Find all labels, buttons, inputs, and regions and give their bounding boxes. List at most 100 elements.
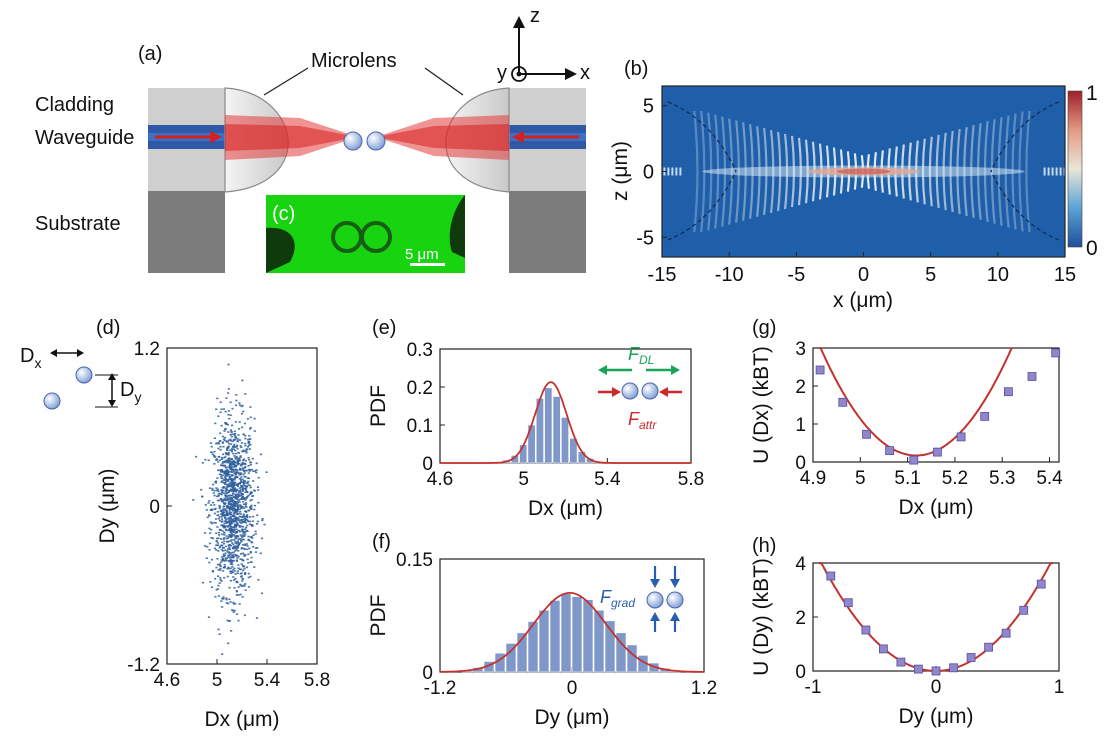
panel-c: (c) 5 μm	[266, 195, 465, 273]
scatter-point	[234, 510, 237, 513]
scatter-point	[250, 556, 253, 559]
scatter-point	[238, 402, 241, 404]
scatter-point	[238, 542, 241, 544]
panel-b-xtick-label: 5	[925, 264, 936, 286]
scatter-point	[240, 516, 243, 519]
scatter-point	[229, 438, 232, 441]
scatter-point	[243, 472, 246, 474]
scatter-point	[250, 508, 253, 510]
scatter-point	[231, 561, 234, 564]
panel-f-bar	[527, 621, 539, 673]
scatter-point	[222, 498, 225, 501]
axis-y-label: y	[497, 62, 507, 84]
heatmap-fringe	[956, 128, 961, 215]
scatter-point	[244, 583, 247, 585]
scatter-point	[237, 471, 240, 474]
panel-h-marker	[826, 571, 836, 581]
heatmap-fringe	[707, 112, 713, 231]
scatter-point	[217, 595, 221, 597]
scatter-point	[234, 438, 237, 441]
scatter-point	[228, 548, 232, 551]
scatter-point	[238, 421, 241, 423]
scatter-point	[220, 559, 223, 561]
scatter-point	[219, 579, 222, 581]
scatter-point	[227, 500, 231, 503]
scatter-point	[257, 501, 260, 504]
scatter-point	[242, 501, 245, 503]
grad-bead-right	[666, 591, 684, 609]
scatter-point	[236, 497, 239, 499]
panel-h-xtick-label: 1	[1054, 677, 1065, 698]
microlens-label: Microlens	[311, 50, 397, 72]
scatter-point	[210, 522, 213, 525]
scatter-point	[239, 525, 242, 527]
scatter-point	[233, 487, 236, 489]
scatter-point	[229, 563, 232, 565]
scatter-point	[238, 439, 242, 441]
scatter-point	[215, 549, 218, 551]
scatter-point	[241, 558, 244, 561]
scatter-point	[247, 562, 250, 564]
scatter-point	[240, 493, 243, 496]
scatter-point	[231, 471, 234, 473]
scatter-point	[224, 482, 227, 484]
scatter-point	[222, 408, 225, 410]
scatter-point	[246, 545, 249, 547]
scatter-point	[234, 505, 237, 507]
scatter-point	[247, 484, 250, 486]
heatmap-fringe	[749, 124, 754, 219]
scatter-point	[234, 496, 237, 499]
panel-b-xtick-label: -15	[648, 264, 677, 286]
scatter-point	[242, 525, 245, 528]
scatter-point	[249, 426, 252, 429]
scatter-point	[220, 513, 223, 515]
scatter-point	[225, 423, 228, 425]
scatter-point	[241, 496, 244, 499]
scatter-point	[218, 546, 221, 549]
scatter-point	[225, 453, 228, 456]
scatter-point	[209, 504, 213, 506]
scatter-point	[227, 556, 230, 559]
panel-g-marker	[933, 447, 942, 457]
scatter-point	[228, 457, 231, 459]
scatter-point	[229, 481, 232, 484]
scatter-point	[245, 526, 248, 529]
scatter-point	[233, 523, 237, 526]
scatter-point	[222, 553, 225, 556]
heatmap-lens-right-bottom	[990, 170, 1060, 241]
scatter-point	[253, 417, 256, 420]
scatter-point	[205, 557, 208, 559]
scatter-point	[230, 462, 233, 465]
scatter-point	[212, 492, 215, 494]
scatter-point	[225, 483, 228, 486]
scatter-point	[236, 502, 239, 505]
scatter-point	[236, 547, 239, 550]
scatter-point	[218, 440, 221, 442]
scatter-point	[225, 469, 228, 472]
scatter-point	[223, 531, 226, 534]
scatter-point	[240, 465, 243, 467]
scatter-point	[211, 537, 215, 540]
cladding-label: Cladding	[35, 94, 114, 116]
scatter-point	[221, 541, 224, 544]
scatter-point	[239, 511, 242, 513]
scatter-point	[253, 508, 256, 511]
panel-g-ylabel: U (Dx) (kBT)	[750, 346, 773, 464]
scatter-point	[236, 444, 239, 447]
scatter-point	[234, 532, 237, 534]
scatter-point	[237, 564, 240, 566]
scatter-point	[233, 567, 236, 570]
panel-h-marker	[879, 644, 888, 654]
inset-bead-top	[75, 366, 93, 384]
scatter-point	[215, 459, 218, 461]
scatter-point	[259, 453, 263, 456]
panel-d-ylabel: Dy (μm)	[96, 468, 119, 543]
scatter-point	[242, 479, 246, 482]
scatter-point	[233, 504, 236, 506]
scatter-point	[221, 453, 225, 456]
scatter-point	[224, 473, 227, 475]
heatmap-fringe	[928, 136, 933, 207]
scatter-point	[239, 513, 242, 515]
heatmap-lens-right-top	[990, 101, 1060, 172]
scatter-point	[219, 567, 222, 570]
